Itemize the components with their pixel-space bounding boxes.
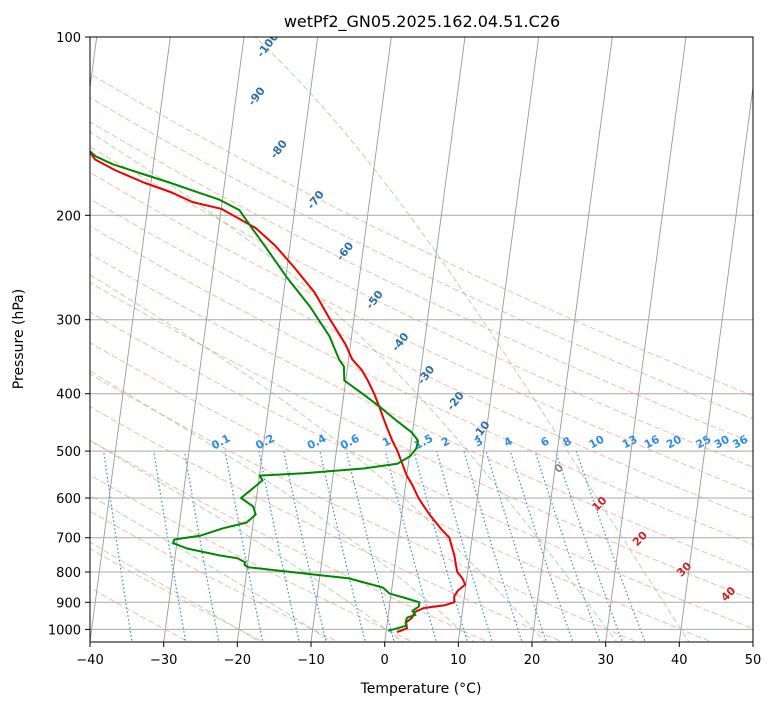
isotherm xyxy=(678,84,753,642)
dry-adiabat xyxy=(90,198,753,519)
y-tick-label: 800 xyxy=(56,566,81,581)
mixing-ratio-label: 20 xyxy=(664,433,684,452)
mixing-ratio-line xyxy=(575,450,646,642)
mixing-ratio-label: 13 xyxy=(620,433,640,452)
mixing-ratio-line xyxy=(283,450,327,642)
mixing-ratio-label: 16 xyxy=(642,433,662,452)
x-tick-label: 40 xyxy=(671,653,688,668)
dry-adiabat xyxy=(90,225,753,546)
y-tick-label: 100 xyxy=(56,31,81,46)
mixing-ratio-line xyxy=(534,450,601,642)
y-tick-label: 500 xyxy=(56,445,81,460)
isotherm xyxy=(310,37,392,642)
mixing-ratio-label: 25 xyxy=(694,433,714,452)
isotherm xyxy=(163,37,245,642)
mixing-ratio-line xyxy=(509,450,574,642)
mixing-ratio-line xyxy=(153,451,187,642)
dry-adiabat xyxy=(90,171,753,493)
isotherm xyxy=(236,37,319,642)
chart-title: wetPf2_GN05.2025.162.04.51.C26 xyxy=(284,12,560,32)
dry-adiabat xyxy=(90,146,753,468)
isotherm xyxy=(531,37,613,642)
y-tick-label: 300 xyxy=(56,314,81,329)
x-tick-label: −40 xyxy=(76,653,103,668)
mixing-ratio-line xyxy=(485,450,547,642)
x-tick-label: 30 xyxy=(597,653,614,668)
dry-adiabat xyxy=(90,281,753,601)
mixing-ratio-label: 30 xyxy=(712,433,732,452)
mixing-ratio-line xyxy=(436,450,493,642)
mixing-ratio-label: 36 xyxy=(730,433,750,452)
temperature-line xyxy=(90,150,467,633)
plot-frame xyxy=(89,36,754,643)
series-lines xyxy=(90,150,467,633)
mixing-ratio-line xyxy=(258,450,300,642)
x-tick-label: 20 xyxy=(524,653,541,668)
mixing-ratio-line xyxy=(345,450,395,642)
mixing-ratio-line xyxy=(554,450,624,642)
isotherm xyxy=(457,37,540,642)
y-axis-label: Pressure (hPa) xyxy=(11,289,27,389)
isotherm xyxy=(90,37,171,642)
isotherms xyxy=(90,37,753,642)
isotherm xyxy=(384,37,466,642)
y-axis-ticks: 1000 900 800 700 600 500 400 300 200 100 xyxy=(48,31,90,638)
y-tick-label: 1000 xyxy=(48,623,81,638)
x-tick-label: −20 xyxy=(224,653,251,668)
mixing-ratio-line xyxy=(319,450,366,642)
mixing-ratio-line xyxy=(463,450,523,642)
mixing-ratio-line xyxy=(384,450,438,642)
mixing-ratio-label: 10 xyxy=(587,433,607,452)
x-tick-label: 50 xyxy=(745,653,762,668)
x-axis-label: Temperature (°C) xyxy=(360,681,482,697)
plot-area: 0.1 0.2 0.4 0.6 1 1.5 2 3 4 6 8 10 13 16 20 253036-100-… xyxy=(90,37,753,642)
isotherm xyxy=(605,37,687,642)
isobars xyxy=(90,37,753,630)
x-tick-label: −30 xyxy=(150,653,177,668)
mixing-ratio-line xyxy=(183,450,220,642)
dry-adiabat xyxy=(90,474,415,642)
y-tick-label: 400 xyxy=(56,388,81,403)
x-tick-label: 10 xyxy=(450,653,467,668)
y-tick-label: 600 xyxy=(56,492,81,507)
moist-adiabat xyxy=(90,440,404,642)
dry-adiabat xyxy=(90,121,753,444)
dry-adiabat xyxy=(90,253,753,573)
y-tick-label: 900 xyxy=(56,596,81,611)
x-tick-label: −10 xyxy=(297,653,324,668)
y-tick-label: 200 xyxy=(56,209,81,224)
moist-adiabat xyxy=(90,131,618,642)
dewpoint-line xyxy=(90,150,421,632)
x-axis-ticks: −40 −30 −20 −10 0 10 20 30 40 50 xyxy=(76,642,761,668)
y-tick-label: 700 xyxy=(56,532,81,547)
x-tick-label: 0 xyxy=(381,653,389,668)
